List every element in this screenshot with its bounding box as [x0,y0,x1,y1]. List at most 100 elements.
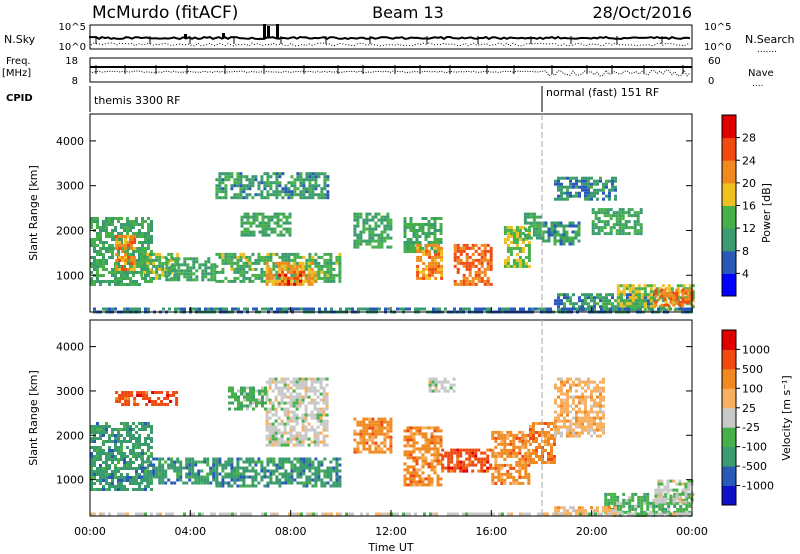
heatmap-cell [616,302,620,306]
heatmap-cell [524,454,528,458]
heatmap-cell [575,422,578,426]
heatmap-cell [275,187,279,191]
heatmap-cell [569,383,572,387]
heatmap-cell [198,263,202,267]
heatmap-cell [132,307,135,311]
heatmap-cell [663,303,667,307]
heatmap-cell [114,443,117,446]
heatmap-cell [538,443,541,446]
heatmap-cell [489,466,493,470]
heatmap-cell [527,259,531,262]
heatmap-cell [207,272,211,276]
heatmap-cell [550,461,553,464]
heatmap-cell [221,178,225,182]
count-tick-left-top: 10^5 [59,22,86,33]
heatmap-cell [275,475,279,479]
heatmap-cell [277,392,281,396]
heatmap-cell [575,395,578,399]
heatmap-cell [628,302,632,306]
heatmap-cell [486,454,490,458]
heatmap-cell [102,479,105,482]
heatmap-cell [646,293,650,297]
heatmap-cell [114,446,117,449]
heatmap-cell [603,208,607,212]
heatmap-cell [453,249,457,253]
heatmap-cell [127,400,131,403]
heatmap-cell [126,253,129,256]
heatmap-cell [182,466,186,470]
heatmap-cell [141,443,144,446]
heatmap-cell [593,431,596,435]
heatmap-cell [260,258,264,262]
heatmap-cell [311,178,315,182]
heatmap-cell [338,273,342,277]
heatmap-cell [439,223,443,226]
heatmap-cell [191,463,195,467]
heatmap-cell [477,258,481,262]
heatmap-cell [628,284,632,288]
heatmap-cell [161,466,165,470]
heatmap-cell [512,433,516,437]
heatmap-cell [114,229,117,232]
heatmap-cell [176,475,180,479]
heatmap-cell [267,227,271,231]
heatmap-cell [265,270,269,274]
nave-series [89,69,691,77]
heatmap-cell [602,380,605,384]
heatmap-cell [433,220,437,223]
heatmap-cell [279,212,283,216]
heatmap-cell [518,232,522,235]
heatmap-cell [486,267,490,271]
heatmap-cell [272,181,276,185]
heatmap-cell [425,246,429,250]
heatmap-cell [319,413,323,417]
heatmap-cell [221,187,225,191]
heatmap-cell [138,455,141,458]
heatmap-cell [290,478,294,482]
heatmap-cell [316,431,320,435]
heatmap-cell [135,488,138,491]
heatmap-cell [245,196,249,200]
heatmap-cell [126,232,129,235]
heatmap-cell [245,258,249,262]
heatmap-cell [149,255,153,259]
heatmap-cell [532,218,536,222]
heatmap-cell [161,475,165,479]
heatmap-cell [239,193,243,197]
heatmap-cell [278,273,282,277]
heatmap-cell [141,470,144,473]
heatmap-cell [590,395,593,399]
heatmap-cell [298,261,302,265]
heatmap-cell [368,224,372,228]
heatmap-cell [550,452,553,455]
heatmap-cell [383,239,387,243]
heatmap-cell [155,475,159,479]
heatmap-cell [150,437,153,440]
heatmap-cell [535,431,538,434]
heatmap-cell [524,433,528,437]
heatmap-cell [99,437,102,440]
heatmap-cell [553,233,557,237]
heatmap-cell [173,463,177,467]
heatmap-cell [563,302,566,306]
heatmap-cell [305,178,309,182]
heatmap-cell [606,223,610,227]
heatmap-cell [289,440,293,444]
heatmap-cell [587,410,590,414]
heatmap-cell [557,188,560,192]
heatmap-cell [427,477,431,481]
heatmap-cell [293,264,297,268]
heatmap-cell [295,401,299,405]
heatmap-cell [409,483,413,487]
heatmap-cell [406,241,410,244]
heatmap-cell [295,267,299,271]
heatmap-cell [412,447,416,451]
heatmap-cell [603,220,607,224]
heatmap-cell [144,274,147,277]
heatmap-patch [115,391,179,406]
heatmap-cell [123,467,126,470]
heatmap-cell [515,460,519,464]
heatmap-cell [308,184,312,188]
